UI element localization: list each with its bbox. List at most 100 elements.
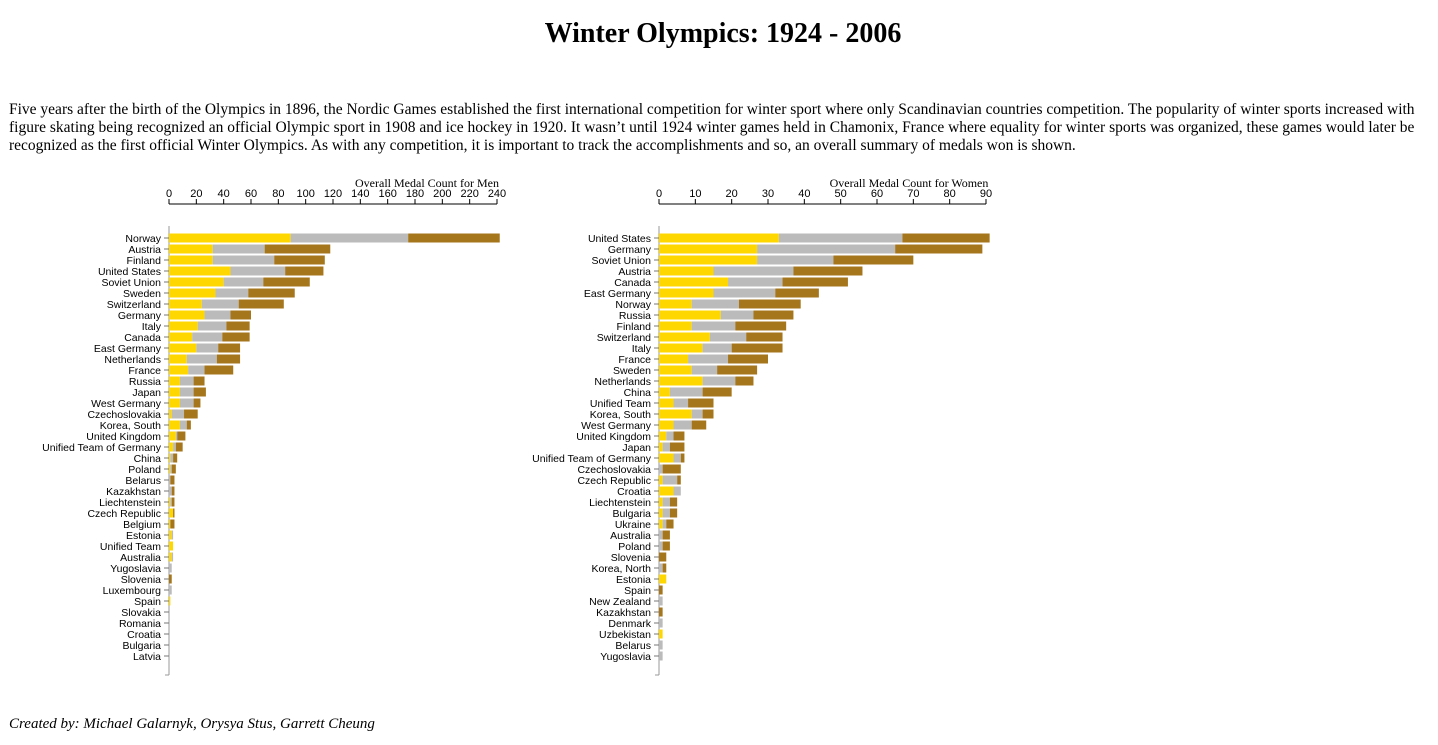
bar-bronze xyxy=(793,266,863,276)
category-label: Croatia xyxy=(617,486,651,498)
bar-gold xyxy=(169,376,180,386)
x-tick-label: 160 xyxy=(378,188,396,200)
bar-silver xyxy=(662,508,670,518)
bar-bronze xyxy=(680,453,685,463)
category-label: Australia xyxy=(120,552,161,564)
x-tick-label: 100 xyxy=(296,188,314,200)
bar-silver xyxy=(175,431,178,441)
x-tick-label: 30 xyxy=(762,188,774,200)
x-tick-label: 60 xyxy=(871,188,883,200)
bar-silver xyxy=(215,288,249,298)
bar-silver xyxy=(691,365,718,375)
bar-silver xyxy=(673,453,681,463)
category-label: Sweden xyxy=(613,365,651,377)
bar-gold xyxy=(659,343,703,353)
bar-gold xyxy=(659,299,692,309)
bar-gold xyxy=(169,299,202,309)
bar-silver xyxy=(728,277,783,287)
bar-bronze xyxy=(902,233,990,243)
bar-gold xyxy=(659,409,692,419)
category-label: Korea, South xyxy=(100,420,161,432)
category-label: United States xyxy=(588,233,651,245)
category-label: Liechtenstein xyxy=(99,497,161,509)
bar-bronze xyxy=(175,442,183,452)
category-label: Spain xyxy=(134,596,161,608)
bar-bronze xyxy=(186,420,191,430)
bar-silver xyxy=(179,376,194,386)
bar-silver xyxy=(659,596,663,606)
x-tick-label: 220 xyxy=(460,188,478,200)
bar-silver xyxy=(659,464,663,474)
bar-bronze xyxy=(170,475,175,485)
category-label: Australia xyxy=(610,530,651,542)
bar-bronze xyxy=(673,431,685,441)
category-label: Slovenia xyxy=(611,552,651,564)
bar-silver xyxy=(196,343,219,353)
x-tick-label: 60 xyxy=(245,188,257,200)
chart-title: Overall Medal Count for Women xyxy=(830,176,989,190)
bar-gold xyxy=(169,497,171,507)
bar-bronze xyxy=(274,255,325,265)
bar-silver xyxy=(212,244,265,254)
bar-bronze xyxy=(688,398,714,408)
bar-gold xyxy=(169,596,171,606)
category-label: Bulgaria xyxy=(122,640,161,652)
category-label: Denmark xyxy=(608,618,651,630)
bar-gold xyxy=(169,233,291,243)
bar-bronze xyxy=(669,497,678,507)
bar-gold xyxy=(169,431,176,441)
bar-bronze xyxy=(193,387,206,397)
bar-silver xyxy=(169,563,172,573)
category-label: East Germany xyxy=(94,343,162,355)
x-tick-label: 80 xyxy=(944,188,956,200)
bar-bronze xyxy=(173,453,178,463)
category-label: China xyxy=(624,387,652,399)
category-label: Austria xyxy=(128,244,161,256)
category-label: Norway xyxy=(615,299,651,311)
bar-bronze xyxy=(753,310,794,320)
bar-bronze xyxy=(659,552,667,562)
bar-gold xyxy=(169,552,172,562)
bar-silver xyxy=(179,420,187,430)
bar-bronze xyxy=(177,431,186,441)
bar-silver xyxy=(188,365,205,375)
bar-bronze xyxy=(184,409,198,419)
bar-gold xyxy=(659,486,674,496)
bar-bronze xyxy=(169,574,172,584)
category-label: Switzerland xyxy=(597,332,651,344)
bar-gold xyxy=(659,398,674,408)
bar-gold xyxy=(169,453,171,463)
category-label: United Kingdom xyxy=(576,431,651,443)
category-label: Italy xyxy=(632,343,652,355)
category-label: Korea, South xyxy=(590,409,651,421)
category-label: United States xyxy=(98,266,161,278)
bar-bronze xyxy=(691,420,707,430)
bar-gold xyxy=(169,310,205,320)
credits-footer: Created by: Michael Galarnyk, Orysya Stu… xyxy=(9,716,375,732)
bar-bronze xyxy=(735,376,754,386)
category-label: Estonia xyxy=(126,530,161,542)
category-label: France xyxy=(128,365,161,377)
bar-bronze xyxy=(193,376,205,386)
bar-silver xyxy=(662,497,670,507)
bar-silver xyxy=(197,321,227,331)
x-tick-label: 90 xyxy=(980,188,992,200)
x-tick-label: 40 xyxy=(218,188,230,200)
bar-silver xyxy=(212,255,275,265)
bar-silver xyxy=(673,398,689,408)
bar-silver xyxy=(169,475,171,485)
x-tick-label: 40 xyxy=(798,188,810,200)
category-label: Czech Republic xyxy=(87,508,161,520)
bar-silver xyxy=(691,409,703,419)
bar-gold xyxy=(659,354,689,364)
category-label: Unified Team of Germany xyxy=(532,453,652,465)
category-label: Unified Team xyxy=(590,398,651,410)
bar-gold xyxy=(659,420,674,430)
bar-bronze xyxy=(230,310,251,320)
category-label: Latvia xyxy=(133,651,161,663)
bar-silver xyxy=(179,387,194,397)
bar-bronze xyxy=(662,563,667,573)
bar-gold xyxy=(659,629,663,639)
bar-silver xyxy=(688,354,729,364)
category-label: Japan xyxy=(622,442,651,454)
